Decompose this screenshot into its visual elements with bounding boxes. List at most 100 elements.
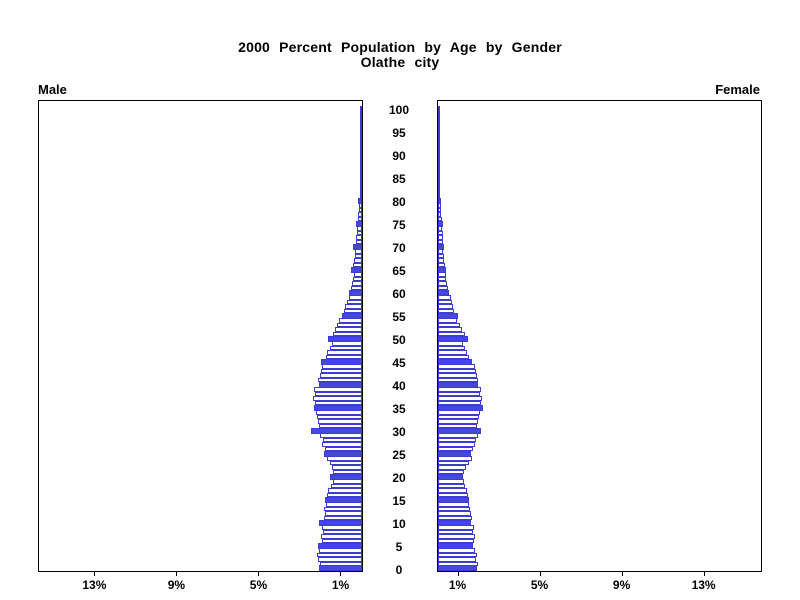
bar-female-age-99 <box>438 111 440 116</box>
bar-female-age-70 <box>438 243 445 250</box>
bar-female-age-97 <box>438 120 440 125</box>
bar-male-age-62 <box>351 281 362 286</box>
bar-male-age-38 <box>314 391 362 397</box>
bar-male-age-57 <box>344 304 362 309</box>
age-tick-label-15: 15 <box>392 494 406 508</box>
age-tick-label-55: 55 <box>392 310 406 324</box>
bar-male-age-59 <box>348 295 362 300</box>
bar-male-age-45 <box>320 358 362 365</box>
bar-female-age-54 <box>438 318 458 323</box>
bar-female-age-24 <box>438 456 472 461</box>
bar-male-age-87 <box>360 166 362 171</box>
bar-male-age-95 <box>360 128 362 135</box>
bar-female-age-33 <box>438 414 480 420</box>
bar-male-age-35 <box>313 404 362 411</box>
chart-title: 2000 Percent Population by Age by Gender… <box>0 40 800 70</box>
x-tick <box>258 571 260 576</box>
age-tick-label-50: 50 <box>392 333 406 347</box>
bar-male-age-9 <box>322 525 362 530</box>
bar-female-age-19 <box>438 479 464 484</box>
bar-female-age-75 <box>438 220 443 227</box>
bar-female-age-14 <box>438 502 469 507</box>
bar-female-age-12 <box>438 511 471 516</box>
bar-female-age-85 <box>438 174 440 181</box>
bar-male-age-75 <box>355 220 362 227</box>
bar-female-age-89 <box>438 157 440 162</box>
bar-male-age-83 <box>360 184 362 190</box>
age-tick-label-30: 30 <box>392 425 406 439</box>
bar-female-age-37 <box>438 396 483 401</box>
bar-female-age-57 <box>438 304 453 309</box>
female-panel <box>437 100 762 572</box>
bar-female-age-35 <box>438 404 484 411</box>
bar-female-age-40 <box>438 381 479 388</box>
bar-female-age-68 <box>438 253 444 259</box>
bar-male-age-88 <box>360 161 362 167</box>
bar-male-age-90 <box>360 151 362 158</box>
bar-female-age-7 <box>438 534 475 539</box>
bar-female-age-59 <box>438 295 451 300</box>
x-tick-label-9%: 9% <box>167 578 186 592</box>
x-tick-label-1%: 1% <box>448 578 467 592</box>
bar-male-age-17 <box>328 488 362 493</box>
bar-female-age-53 <box>438 322 460 328</box>
x-tick-label-13%: 13% <box>691 578 716 592</box>
bar-male-age-4 <box>318 548 362 553</box>
bar-male-age-25 <box>324 450 362 457</box>
age-tick-label-90: 90 <box>392 149 406 163</box>
bar-female-age-83 <box>438 184 440 190</box>
bar-male-age-0 <box>318 565 362 571</box>
bar-female-age-77 <box>438 212 442 217</box>
bar-female-age-28 <box>438 437 476 443</box>
age-tick-label-100: 100 <box>388 103 410 117</box>
age-tick-label-65: 65 <box>392 264 406 278</box>
bar-female-age-8 <box>438 529 473 535</box>
bar-male-age-89 <box>360 157 362 162</box>
x-tick <box>176 571 178 576</box>
bar-female-age-22 <box>438 465 466 470</box>
bar-male-age-20 <box>330 473 362 480</box>
bar-male-age-44 <box>322 364 362 369</box>
bar-female-age-65 <box>438 266 446 273</box>
bar-male-age-52 <box>335 327 362 332</box>
bar-female-age-15 <box>438 496 469 503</box>
x-tick <box>340 571 342 576</box>
male-panel-label: Male <box>38 82 67 97</box>
bar-female-age-2 <box>438 557 476 562</box>
bar-female-age-50 <box>438 335 468 342</box>
age-tick-label-25: 25 <box>392 448 406 462</box>
bar-male-age-32 <box>317 419 362 424</box>
bar-female-age-5 <box>438 542 473 549</box>
bar-female-age-93 <box>438 138 440 144</box>
bar-male-age-63 <box>352 276 362 282</box>
x-tick-label-5%: 5% <box>249 578 268 592</box>
bar-female-age-73 <box>438 230 443 236</box>
bar-female-age-48 <box>438 345 465 351</box>
bar-male-age-92 <box>360 143 362 148</box>
bar-male-age-65 <box>350 266 362 273</box>
bar-female-age-20 <box>438 473 463 480</box>
bar-female-age-29 <box>438 433 478 438</box>
bar-female-age-30 <box>438 427 482 434</box>
bar-female-age-45 <box>438 358 473 365</box>
age-tick-label-45: 45 <box>392 356 406 370</box>
bar-female-age-4 <box>438 548 475 553</box>
bar-female-age-67 <box>438 258 445 263</box>
bar-male-age-60 <box>348 289 362 296</box>
bar-male-age-3 <box>316 552 362 558</box>
bar-female-age-58 <box>438 299 452 305</box>
bar-male-age-58 <box>346 299 362 305</box>
bar-female-age-60 <box>438 289 449 296</box>
bar-female-age-88 <box>438 161 440 167</box>
age-tick-label-75: 75 <box>392 218 406 232</box>
x-tick-label-1%: 1% <box>331 578 350 592</box>
bar-female-age-64 <box>438 272 446 277</box>
bar-male-age-39 <box>313 387 362 392</box>
bar-female-age-100 <box>438 105 440 112</box>
bar-male-age-98 <box>360 115 362 121</box>
bar-male-age-7 <box>320 534 362 539</box>
bar-female-age-92 <box>438 143 440 148</box>
chart-title-line1: 2000 Percent Population by Age by Gender <box>238 39 562 55</box>
bar-female-age-78 <box>438 207 442 213</box>
